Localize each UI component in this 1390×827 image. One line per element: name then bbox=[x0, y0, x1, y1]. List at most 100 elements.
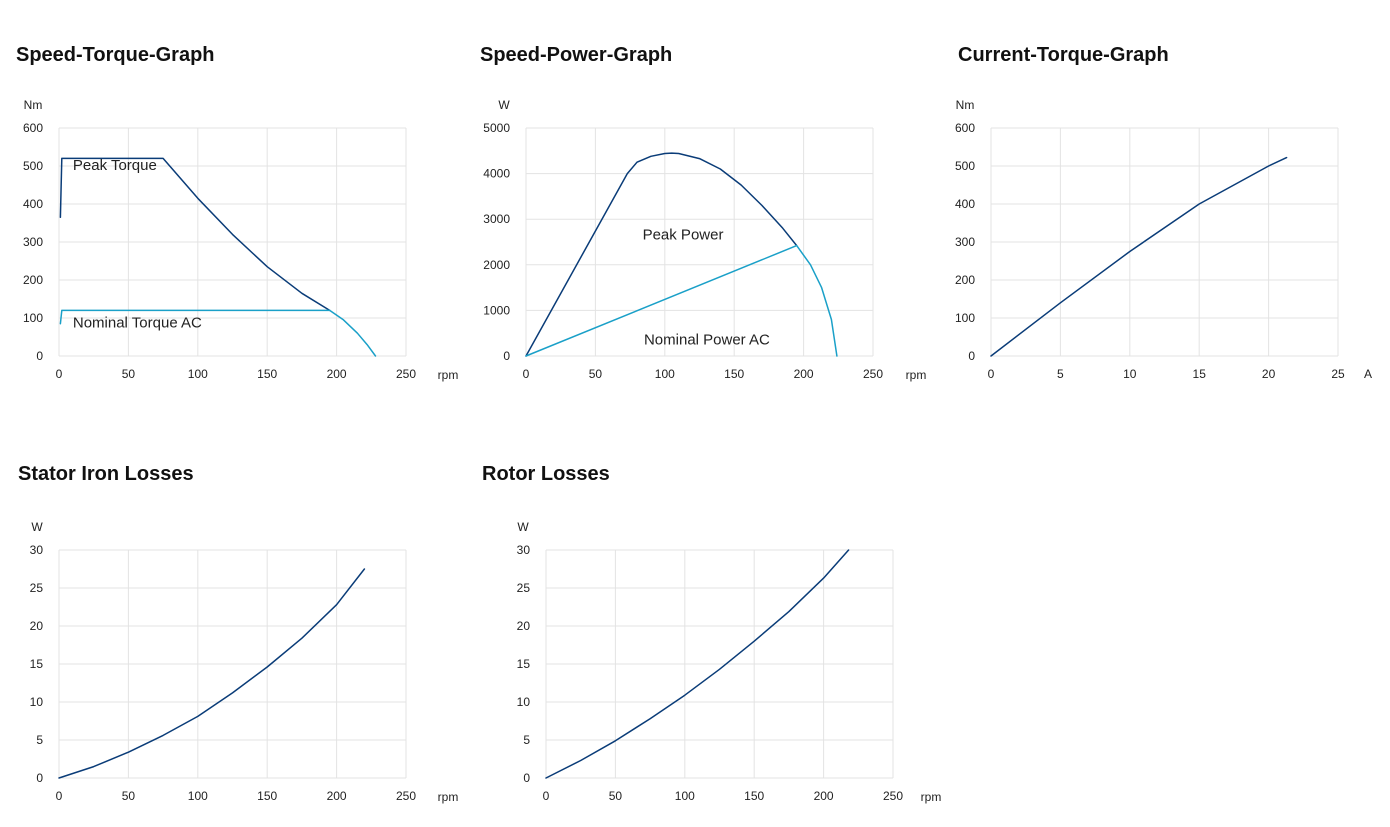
x-tick-label: 150 bbox=[744, 789, 764, 803]
current-torque-chart: Current-Torque-Graph 0 100 200 300 400 500 600… bbox=[0, 0, 1390, 400]
y-tick-label: 20 bbox=[30, 619, 44, 633]
y-tick-label: 1000 bbox=[483, 303, 510, 317]
series-annotation: Peak Torque bbox=[73, 157, 157, 174]
y-tick-label: 4000 bbox=[483, 167, 510, 181]
y-tick-label: 500 bbox=[955, 159, 975, 173]
y-tick-label: 5000 bbox=[483, 121, 510, 135]
x-axis-label: rpm bbox=[438, 368, 459, 382]
series-line bbox=[58, 568, 366, 779]
gridlines bbox=[58, 127, 407, 357]
y-axis-label: W bbox=[498, 98, 510, 112]
speed-power-plot: 0 1000 2000 3000 4000 5000 0 50 100 150 200 250 Wrpm… bbox=[483, 98, 927, 382]
x-tick-label: 25 bbox=[1331, 367, 1345, 381]
y-tick-label: 5 bbox=[523, 733, 530, 747]
gridlines bbox=[525, 127, 874, 357]
y-tick-label: 20 bbox=[517, 619, 531, 633]
x-tick-label: 20 bbox=[1262, 367, 1276, 381]
y-tick-label: 400 bbox=[955, 197, 975, 211]
x-tick-label: 200 bbox=[327, 789, 347, 803]
y-tick-label: 200 bbox=[23, 273, 43, 287]
y-tick-label: 30 bbox=[517, 543, 531, 557]
series-annotation: Nominal Power AC bbox=[644, 332, 770, 349]
y-tick-label: 500 bbox=[23, 159, 43, 173]
y-tick-label: 0 bbox=[503, 349, 510, 363]
series-line-nominal-power-ac bbox=[525, 244, 838, 357]
y-tick-label: 300 bbox=[955, 235, 975, 249]
y-tick-label: 30 bbox=[30, 543, 44, 557]
x-tick-label: 50 bbox=[589, 367, 603, 381]
series-annotation: Nominal Torque AC bbox=[73, 315, 202, 332]
speed-torque-plot: 0 100 200 300 400 500 600 0 50 100 150 200 250 Nm rpm P… bbox=[23, 98, 459, 382]
x-tick-label: 150 bbox=[724, 367, 744, 381]
y-tick-label: 10 bbox=[517, 695, 531, 709]
x-tick-label: 100 bbox=[188, 367, 208, 381]
x-tick-label: 150 bbox=[257, 367, 277, 381]
chart-title: Current-Torque-Graph bbox=[958, 44, 1169, 66]
y-tick-label: 3000 bbox=[483, 212, 510, 226]
y-tick-label: 600 bbox=[955, 121, 975, 135]
speed-torque-chart: Speed-Torque-Graph 0 100 200 300 400 500 600 0 5… bbox=[0, 0, 470, 400]
y-tick-label: 2000 bbox=[483, 258, 510, 272]
y-tick-label: 25 bbox=[30, 581, 44, 595]
series-annotation: Peak Power bbox=[643, 226, 724, 243]
chart-title: Stator Iron Losses bbox=[18, 463, 194, 485]
y-tick-label: 600 bbox=[23, 121, 43, 135]
x-tick-label: 150 bbox=[257, 789, 277, 803]
speed-power-chart: Speed-Power-Graph 0 1000 2000 3000 4000 5000 0… bbox=[0, 0, 940, 400]
y-tick-label: 0 bbox=[968, 349, 975, 363]
x-tick-label: 200 bbox=[794, 367, 814, 381]
x-tick-label: 50 bbox=[122, 367, 136, 381]
series-line-nominal-torque-ac bbox=[59, 309, 377, 357]
x-tick-label: 250 bbox=[396, 367, 416, 381]
y-tick-label: 25 bbox=[517, 581, 531, 595]
x-axis-label: rpm bbox=[906, 368, 927, 382]
x-tick-label: 0 bbox=[543, 789, 550, 803]
y-tick-label: 400 bbox=[23, 197, 43, 211]
x-tick-label: 0 bbox=[988, 367, 995, 381]
x-axis-label: rpm bbox=[921, 790, 942, 804]
x-tick-label: 250 bbox=[883, 789, 903, 803]
gridlines bbox=[545, 549, 894, 779]
x-tick-label: 250 bbox=[863, 367, 883, 381]
x-tick-label: 10 bbox=[1123, 367, 1137, 381]
y-tick-label: 5 bbox=[36, 733, 43, 747]
y-tick-label: 15 bbox=[30, 657, 44, 671]
y-tick-label: 100 bbox=[955, 311, 975, 325]
x-tick-label: 100 bbox=[655, 367, 675, 381]
series-line bbox=[990, 156, 1288, 357]
y-tick-label: 0 bbox=[523, 771, 530, 785]
x-tick-label: 50 bbox=[609, 789, 623, 803]
y-tick-label: 300 bbox=[23, 235, 43, 249]
x-tick-label: 250 bbox=[396, 789, 416, 803]
y-tick-label: 0 bbox=[36, 771, 43, 785]
chart-title: Speed-Torque-Graph bbox=[16, 44, 215, 66]
x-tick-label: 0 bbox=[523, 367, 530, 381]
x-tick-label: 15 bbox=[1193, 367, 1207, 381]
chart-title: Speed-Power-Graph bbox=[480, 44, 673, 66]
x-axis-label: rpm bbox=[438, 790, 459, 804]
chart-title: Rotor Losses bbox=[482, 463, 610, 485]
y-tick-label: 200 bbox=[955, 273, 975, 287]
x-tick-label: 0 bbox=[56, 367, 63, 381]
x-axis-label: A bbox=[1364, 367, 1372, 381]
x-tick-label: 200 bbox=[814, 789, 834, 803]
y-tick-label: 10 bbox=[30, 695, 44, 709]
current-torque-plot: 0 100 200 300 400 500 600 0 5 10 15 20 25 Nm A bbox=[955, 98, 1372, 381]
y-tick-label: 0 bbox=[36, 349, 43, 363]
x-tick-label: 100 bbox=[188, 789, 208, 803]
stator-iron-losses-chart: Stator Iron Losses 0 5 10 15 20 25 30 0 50 100 150… bbox=[0, 0, 470, 827]
y-axis-label: Nm bbox=[24, 98, 43, 112]
y-tick-label: 100 bbox=[23, 311, 43, 325]
y-axis-label: W bbox=[517, 520, 529, 534]
gridlines bbox=[990, 127, 1339, 357]
x-tick-label: 100 bbox=[675, 789, 695, 803]
x-tick-label: 200 bbox=[327, 367, 347, 381]
series-line bbox=[545, 549, 850, 779]
gridlines bbox=[58, 549, 407, 779]
x-tick-label: 5 bbox=[1057, 367, 1064, 381]
rotor-losses-chart: Rotor Losses 0 5 10 15 20 25 30 0 50 100 150 200 250… bbox=[482, 463, 942, 804]
x-tick-label: 0 bbox=[56, 789, 63, 803]
series-line-peak-power bbox=[525, 152, 798, 357]
